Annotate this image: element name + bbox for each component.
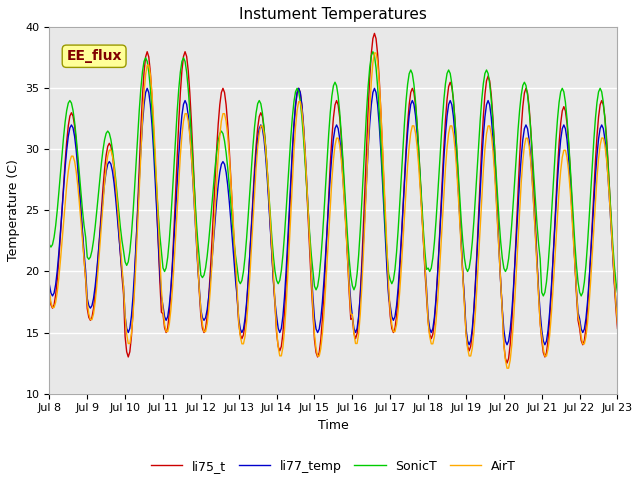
Y-axis label: Temperature (C): Temperature (C) — [7, 159, 20, 262]
SonicT — [369, 49, 377, 55]
Line: li77_temp: li77_temp — [49, 88, 618, 345]
SonicT — [61, 119, 69, 125]
li75_t — [614, 325, 621, 331]
AirT — [372, 50, 380, 56]
li77_temp — [61, 165, 69, 170]
li75_t — [45, 292, 53, 298]
li75_t — [369, 36, 377, 41]
Line: li75_t: li75_t — [49, 34, 618, 363]
AirT — [505, 365, 513, 371]
AirT — [402, 186, 410, 192]
li77_temp — [465, 342, 473, 348]
li75_t — [151, 162, 159, 168]
li77_temp — [45, 282, 53, 288]
Title: Instument Temperatures: Instument Temperatures — [239, 7, 428, 22]
li77_temp — [547, 287, 555, 293]
AirT — [390, 329, 397, 335]
Legend: li75_t, li77_temp, SonicT, AirT: li75_t, li77_temp, SonicT, AirT — [146, 455, 521, 478]
li75_t — [61, 159, 69, 165]
SonicT — [45, 242, 53, 248]
X-axis label: Time: Time — [318, 419, 349, 432]
Line: AirT: AirT — [49, 53, 618, 368]
Line: SonicT: SonicT — [49, 52, 618, 296]
AirT — [547, 313, 555, 319]
AirT — [151, 148, 159, 154]
SonicT — [371, 53, 378, 59]
li75_t — [402, 146, 410, 152]
li75_t — [503, 360, 511, 366]
li75_t — [371, 31, 378, 36]
SonicT — [540, 293, 547, 299]
AirT — [614, 321, 621, 326]
AirT — [45, 289, 53, 295]
SonicT — [151, 159, 159, 165]
li77_temp — [143, 85, 151, 91]
SonicT — [390, 277, 397, 283]
li77_temp — [371, 85, 378, 91]
li77_temp — [390, 317, 397, 323]
li77_temp — [153, 207, 161, 213]
li75_t — [547, 291, 555, 297]
AirT — [369, 60, 377, 66]
li75_t — [390, 330, 397, 336]
li77_temp — [402, 153, 410, 158]
SonicT — [614, 289, 621, 295]
Text: EE_flux: EE_flux — [67, 49, 122, 63]
SonicT — [547, 216, 555, 222]
li77_temp — [614, 316, 621, 322]
AirT — [61, 200, 69, 205]
SonicT — [402, 98, 410, 104]
